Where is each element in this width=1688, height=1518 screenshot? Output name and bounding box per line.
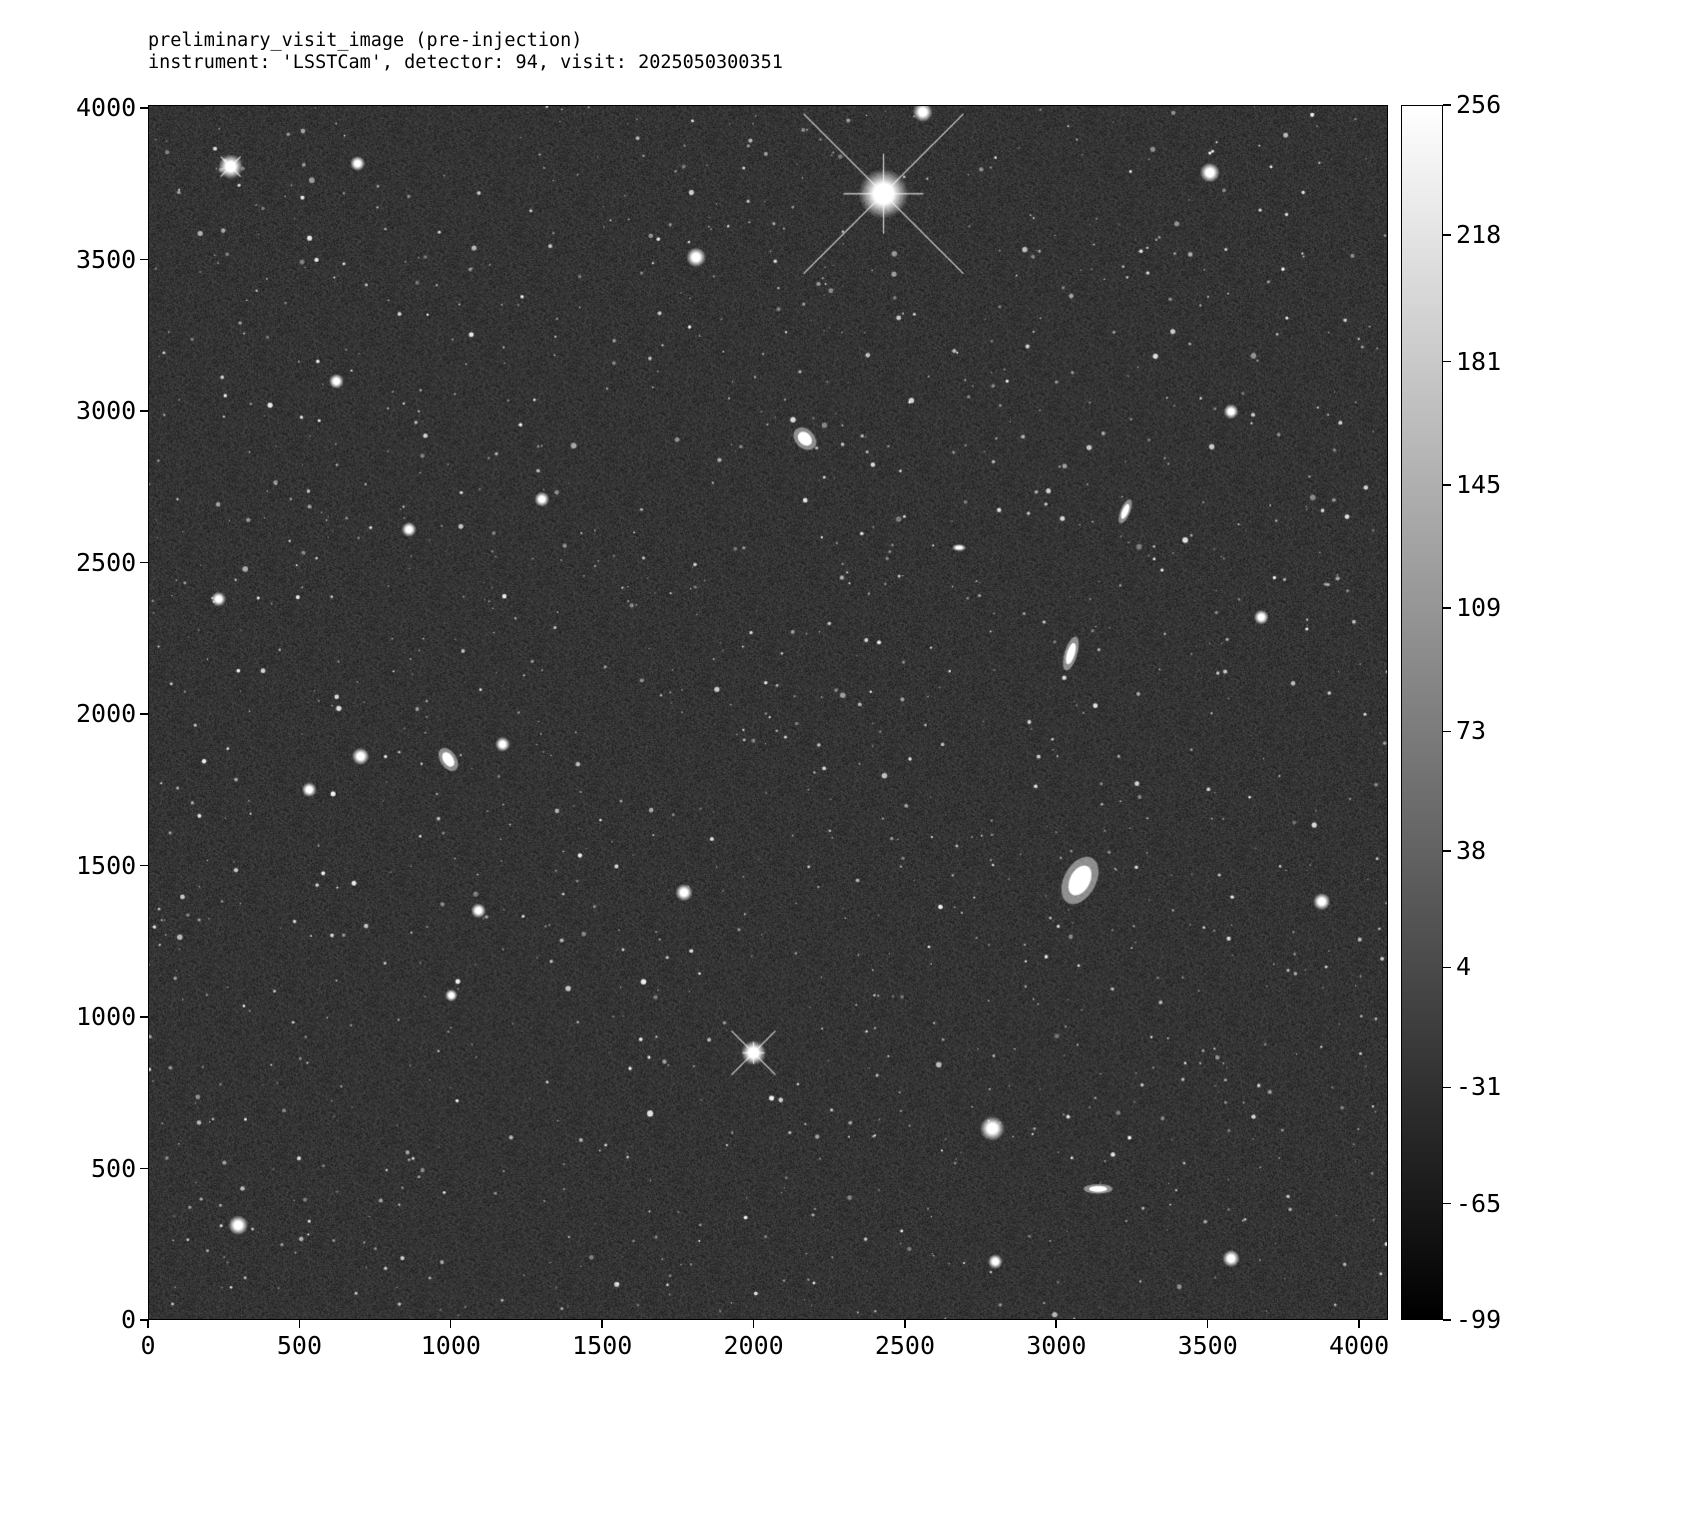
colorbar-tick: [1443, 234, 1451, 236]
colorbar-tick: [1443, 104, 1451, 106]
x-tick-label: 3500: [1177, 1331, 1238, 1360]
x-tick-label: 4000: [1328, 1331, 1390, 1360]
colorbar-tick: [1443, 484, 1451, 486]
y-tick: [140, 410, 148, 412]
sky-image-canvas: [149, 106, 1387, 1319]
y-tick: [140, 1167, 148, 1170]
y-tick: [140, 1319, 148, 1321]
colorbar-tick-label: -65: [1456, 1188, 1502, 1218]
x-tick: [1358, 1320, 1360, 1328]
colorbar-tick-label: 109: [1456, 593, 1502, 623]
x-tick-label: 2500: [874, 1331, 936, 1360]
colorbar-tick-label: 256: [1456, 90, 1502, 119]
y-tick-label: 0: [121, 1305, 137, 1334]
colorbar-tick-label: 38: [1456, 836, 1487, 866]
x-tick: [1206, 1320, 1209, 1328]
y-tick-label: 2000: [76, 699, 137, 728]
colorbar-tick-label: 4: [1456, 952, 1472, 982]
colorbar-tick: [1443, 360, 1451, 363]
x-tick: [601, 1320, 603, 1328]
y-tick: [140, 107, 148, 109]
y-tick: [140, 864, 148, 867]
colorbar-tick-label: 73: [1456, 716, 1487, 746]
colorbar-tick: [1443, 607, 1451, 609]
y-tick-label: 1000: [76, 1002, 137, 1031]
y-tick: [140, 561, 148, 564]
x-tick: [1055, 1320, 1057, 1328]
y-tick-label: 500: [91, 1153, 137, 1183]
x-tick-label: 2000: [723, 1331, 784, 1360]
y-tick-label: 3000: [76, 396, 137, 426]
y-tick-label: 4000: [76, 93, 137, 123]
y-tick: [140, 258, 148, 261]
x-tick: [449, 1320, 452, 1328]
figure-title-line-2: instrument: 'LSSTCam', detector: 94, vis…: [148, 52, 783, 73]
colorbar-tick: [1443, 850, 1451, 852]
y-tick-label: 3500: [76, 244, 137, 274]
sky-image: [148, 105, 1388, 1320]
colorbar-tick: [1443, 966, 1451, 969]
x-tick-label: 0: [140, 1331, 156, 1360]
colorbar-tick-label: 218: [1456, 220, 1502, 250]
colorbar-tick: [1443, 1319, 1451, 1321]
colorbar-tick: [1443, 1086, 1451, 1089]
colorbar-tick: [1443, 1202, 1451, 1205]
x-tick-label: 500: [276, 1331, 323, 1360]
colorbar: [1401, 105, 1443, 1320]
figure-title-line-1: preliminary_visit_image (pre-injection): [148, 30, 583, 51]
x-tick-label: 3000: [1026, 1331, 1087, 1360]
colorbar-tick-label: 145: [1456, 469, 1502, 499]
x-tick: [904, 1320, 906, 1328]
colorbar-tick-label: -31: [1456, 1072, 1502, 1102]
x-tick: [147, 1320, 149, 1328]
x-tick-label: 1000: [420, 1331, 481, 1360]
y-tick-label: 1500: [76, 850, 137, 880]
y-tick-label: 2500: [76, 547, 137, 577]
y-tick: [140, 713, 148, 715]
colorbar-tick-label: 181: [1456, 346, 1502, 376]
y-tick: [140, 1016, 148, 1018]
colorbar-tick: [1443, 730, 1451, 733]
x-tick-label: 1500: [572, 1331, 633, 1360]
colorbar-tick-label: -99: [1456, 1305, 1502, 1334]
x-tick: [752, 1320, 755, 1328]
x-tick: [298, 1320, 301, 1328]
